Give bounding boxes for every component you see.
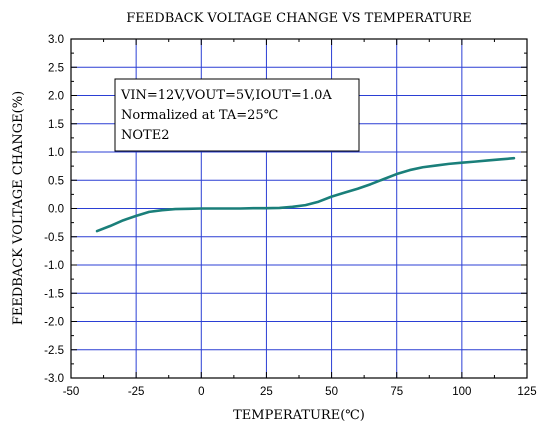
x-tick-label: 100 [452, 386, 471, 398]
y-tick-label: 1.0 [48, 147, 64, 159]
y-tick-label: 0.0 [48, 204, 64, 216]
x-tick-label: 0 [198, 386, 204, 398]
y-tick-label: -0.5 [44, 232, 64, 244]
y-tick-label: -3.0 [44, 373, 64, 385]
annotation-line-2: Normalized at TA=25℃ [121, 108, 278, 123]
tick-marks [70, 38, 528, 379]
y-tick-label: 1.5 [48, 119, 64, 131]
y-tick-labels: 3.0 2.5 2.0 1.5 1.0 0.5 0.0 -0.5 -1.0 -1.5 -2.0 -2.… [44, 34, 64, 385]
x-tick-label: 75 [390, 386, 403, 398]
x-tick-label: -50 [63, 386, 80, 398]
y-tick-label: 3.0 [48, 34, 64, 46]
y-tick-label: 2.5 [48, 62, 64, 74]
x-tick-label: 50 [325, 386, 338, 398]
y-tick-label: -1.0 [44, 260, 64, 272]
y-tick-label: -1.5 [44, 288, 64, 300]
annotation-line-1: VIN=12V,VOUT=5V,IOUT=1.0A [120, 88, 332, 103]
x-tick-label: 125 [517, 386, 536, 398]
y-tick-label: 2.0 [48, 91, 64, 103]
y-axis-label: FEEDBACK VOLTAGE CHANGE(%) [11, 91, 26, 325]
y-tick-label: -2.0 [44, 317, 64, 329]
y-tick-label: 0.5 [48, 175, 64, 187]
y-tick-label: -2.5 [44, 345, 64, 357]
annotation-line-3: NOTE2 [121, 128, 169, 143]
x-tick-label: -25 [128, 386, 145, 398]
x-tick-label: 25 [260, 386, 273, 398]
x-axis-label: TEMPERATURE(℃) [233, 408, 365, 423]
series-line [95, 156, 516, 233]
annotation-box: VIN=12V,VOUT=5V,IOUT=1.0A Normalized at … [114, 78, 360, 152]
grid [71, 39, 527, 378]
chart-title: FEEDBACK VOLTAGE CHANGE VS TEMPERATURE [126, 11, 471, 26]
annotation-frame [114, 78, 360, 152]
x-tick-labels: -50 -25 0 25 50 75 100 125 [63, 386, 537, 398]
